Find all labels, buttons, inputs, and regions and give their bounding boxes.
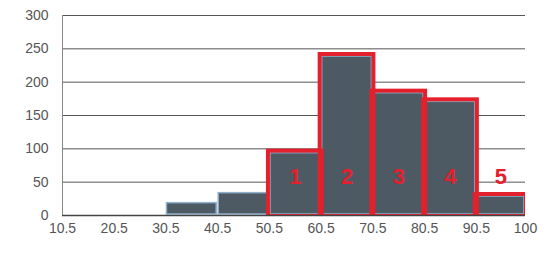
svg-text:0: 0 xyxy=(41,207,49,223)
svg-text:50: 50 xyxy=(33,174,49,190)
svg-text:300: 300 xyxy=(25,7,49,23)
svg-text:5: 5 xyxy=(495,164,507,189)
svg-text:50.5: 50.5 xyxy=(256,220,283,236)
svg-text:4: 4 xyxy=(444,164,457,189)
svg-text:3: 3 xyxy=(393,164,405,189)
svg-text:1: 1 xyxy=(289,164,301,189)
svg-text:80.5: 80.5 xyxy=(411,220,438,236)
svg-text:250: 250 xyxy=(25,40,49,56)
svg-text:10.5: 10.5 xyxy=(49,220,76,236)
svg-text:20.5: 20.5 xyxy=(101,220,128,236)
svg-text:60.5: 60.5 xyxy=(308,220,335,236)
svg-text:100: 100 xyxy=(25,140,49,156)
svg-text:30.5: 30.5 xyxy=(152,220,179,236)
svg-text:40.5: 40.5 xyxy=(204,220,231,236)
svg-text:70.5: 70.5 xyxy=(359,220,386,236)
svg-text:150: 150 xyxy=(25,107,49,123)
svg-text:100: 100 xyxy=(514,220,538,236)
svg-text:2: 2 xyxy=(341,164,353,189)
svg-text:90.5: 90.5 xyxy=(463,220,490,236)
svg-text:200: 200 xyxy=(25,74,49,90)
